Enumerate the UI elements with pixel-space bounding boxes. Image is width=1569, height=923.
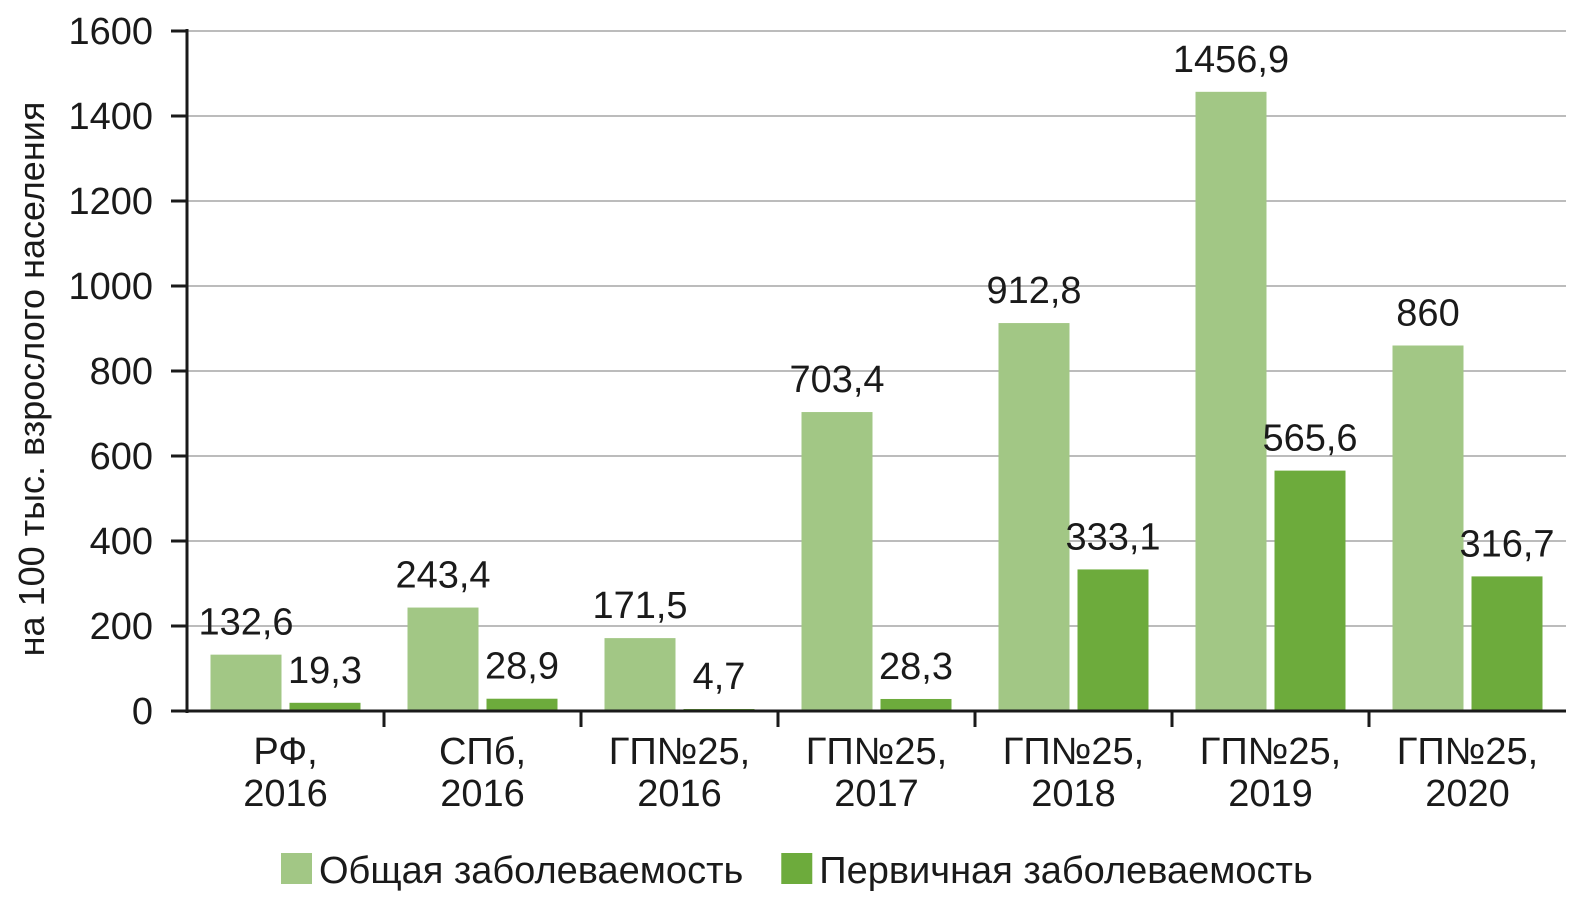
x-category-label: ГП№25, [1397,731,1538,773]
x-category-label: 2020 [1425,773,1510,815]
y-tick-label: 1000 [68,266,153,308]
bars [210,91,1543,711]
y-axis-title: на 100 тыс. взрослого населения [11,102,52,657]
y-tick-label: 400 [90,521,153,563]
y-tick-label: 600 [90,436,153,478]
x-category-label: 2018 [1031,773,1116,815]
data-label: 703,4 [789,359,884,401]
x-category-label: ГП№25, [609,731,750,773]
data-labels: 132,6 19,3 243,4 28,9 171,54,7 703,4 28,3 912,8… [198,39,1554,698]
data-label: 243,4 [395,555,490,597]
y-tick-label: 1400 [68,96,153,138]
bar [1471,576,1543,711]
bar [801,412,873,711]
data-label: 28,3 [879,646,953,688]
legend-swatch [781,853,813,884]
data-label: 860 [1396,293,1459,335]
bar [210,654,282,711]
data-label: 912,8 [986,270,1081,312]
gridlines [187,30,1566,627]
x-category-label: СПб, [439,731,526,773]
data-label: 333,1 [1065,516,1160,558]
data-label: 132,6 [198,602,293,644]
bar [1195,91,1267,711]
bar [998,323,1070,711]
y-tick-label: 1200 [68,181,153,223]
data-label: 1456,9 [1173,39,1289,81]
x-category-label: 2016 [440,773,525,815]
bar [407,607,479,711]
bar [880,698,952,711]
bar [289,702,361,711]
data-label: 28,9 [485,646,559,688]
legend-label: Первичная заболеваемость [819,850,1312,892]
x-category-label: ГП№25, [1003,731,1144,773]
legend-swatch [281,853,312,884]
legend: Общая заболеваемость Первичная заболеваем… [281,850,1313,892]
data-label: 4,7 [693,656,746,698]
bar [1392,345,1464,711]
x-category-label: РФ, [253,731,317,773]
x-category-label: 2019 [1228,773,1313,815]
y-tick-label: 0 [132,691,153,733]
y-tick-label: 800 [90,351,153,393]
data-label: 171,5 [592,585,687,627]
bar [1077,569,1149,711]
data-label: 565,6 [1262,418,1357,460]
y-tick-label: 1600 [68,11,153,53]
x-category-label: 2016 [637,773,722,815]
axes: 0 200 400 600 800 1000 1200 1400 1600 на 100 тыс.… [11,11,1566,815]
data-label: 316,7 [1459,523,1554,565]
x-category-label: ГП№25, [1200,731,1341,773]
legend-label: Общая заболеваемость [319,850,743,892]
x-category-label: ГП№25, [806,731,947,773]
bar [604,638,676,711]
bar [486,698,558,711]
y-tick-label: 200 [90,606,153,648]
x-category-label: 2016 [243,773,328,815]
x-category-label: 2017 [834,773,919,815]
bar [1274,470,1346,711]
data-label: 19,3 [288,650,362,692]
